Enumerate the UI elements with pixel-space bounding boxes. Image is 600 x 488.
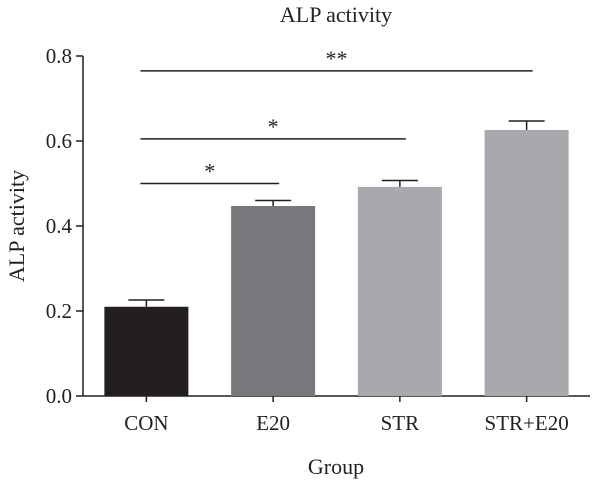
y-tick-label: 0.6 (46, 129, 72, 153)
significance-label: * (268, 114, 279, 139)
x-tick-label: STR+E20 (485, 411, 569, 435)
x-tick-label: CON (124, 411, 168, 435)
x-tick-label: E20 (256, 411, 290, 435)
x-tick-label: STR (381, 411, 420, 435)
bar-str-e20 (484, 129, 569, 396)
significance-label: * (204, 159, 215, 184)
bar-con (104, 306, 189, 396)
y-tick-label: 0.8 (46, 44, 72, 68)
x-axis-label: Group (308, 454, 364, 479)
bar-str (357, 186, 442, 396)
y-axis-label: ALP activity (4, 170, 29, 282)
y-tick-label: 0.2 (46, 299, 72, 323)
y-tick-label: 0.4 (46, 214, 73, 238)
bar-e20 (231, 206, 316, 396)
chart-title: ALP activity (280, 2, 392, 27)
significance-label: ** (326, 46, 348, 71)
y-tick-label: 0.0 (46, 384, 72, 408)
